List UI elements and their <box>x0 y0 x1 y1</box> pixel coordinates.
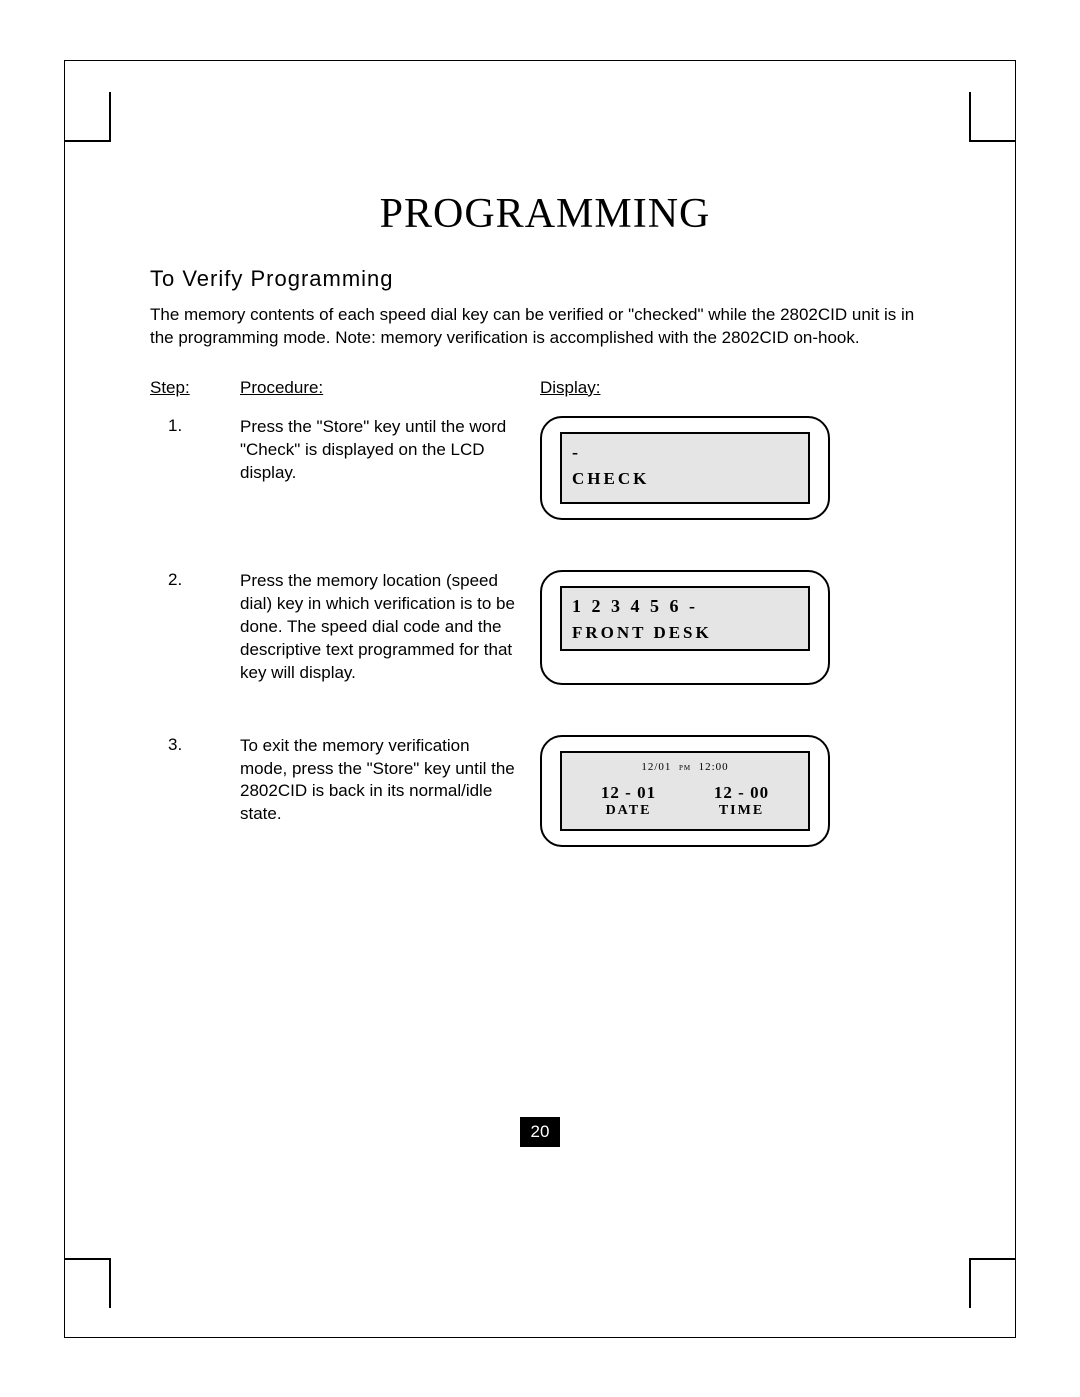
lcd-line1: - <box>572 442 798 463</box>
crop-mark <box>969 1258 1016 1260</box>
crop-mark <box>109 1258 111 1308</box>
content-area: PROGRAMMING To Verify Programming The me… <box>150 190 940 897</box>
crop-mark <box>109 92 111 142</box>
step-display: - CHECK <box>540 416 940 520</box>
step-procedure: Press the "Store" key until the word "Ch… <box>240 416 540 520</box>
lcd-top-date: 12/01 <box>641 761 671 773</box>
step-number: 1. <box>150 416 240 520</box>
phone-display: 1 2 3 4 5 6 - FRONT DESK <box>540 570 830 685</box>
lcd-top-time: 12:00 <box>699 761 729 773</box>
lcd-line2: FRONT DESK <box>572 623 798 643</box>
section-subtitle: To Verify Programming <box>150 266 940 292</box>
step-display: 1 2 3 4 5 6 - FRONT DESK <box>540 570 940 685</box>
crop-mark <box>969 140 1016 142</box>
column-headers: Step: Procedure: Display: <box>150 378 940 398</box>
step-display: 12/01 PM 12:00 12 - 01 12 - 00 DATE TIME <box>540 735 940 847</box>
step-number: 2. <box>150 570 240 685</box>
crop-mark <box>969 1258 971 1308</box>
page-number: 20 <box>520 1117 560 1147</box>
header-display: Display: <box>540 378 600 398</box>
header-procedure: Procedure: <box>240 378 540 398</box>
lcd-time-value: 12 - 00 <box>685 783 798 803</box>
step-row: 1. Press the "Store" key until the word … <box>150 416 940 520</box>
lcd-screen: - CHECK <box>560 432 810 504</box>
step-row: 2. Press the memory location (speed dial… <box>150 570 940 685</box>
page-title: PROGRAMMING <box>150 190 940 238</box>
crop-mark <box>969 92 971 142</box>
phone-display: 12/01 PM 12:00 12 - 01 12 - 00 DATE TIME <box>540 735 830 847</box>
lcd-screen: 12/01 PM 12:00 12 - 01 12 - 00 DATE TIME <box>560 751 810 831</box>
lcd-line2: CHECK <box>572 469 798 489</box>
step-number: 3. <box>150 735 240 847</box>
lcd-date-label: DATE <box>572 803 685 819</box>
lcd-time-label: TIME <box>685 803 798 819</box>
phone-display: - CHECK <box>540 416 830 520</box>
step-row: 3. To exit the memory verification mode,… <box>150 735 940 847</box>
header-step: Step: <box>150 378 240 398</box>
lcd-date-value: 12 - 01 <box>572 783 685 803</box>
lcd-top-ampm: PM <box>679 764 691 772</box>
lcd-datetime-values: 12 - 01 12 - 00 <box>572 783 798 803</box>
crop-mark <box>64 140 111 142</box>
lcd-line1: 1 2 3 4 5 6 - <box>572 596 798 617</box>
lcd-top-status: 12/01 PM 12:00 <box>572 761 798 773</box>
lcd-screen: 1 2 3 4 5 6 - FRONT DESK <box>560 586 810 651</box>
step-procedure: To exit the memory verification mode, pr… <box>240 735 540 847</box>
intro-paragraph: The memory contents of each speed dial k… <box>150 304 940 350</box>
crop-mark <box>64 1258 111 1260</box>
step-procedure: Press the memory location (speed dial) k… <box>240 570 540 685</box>
lcd-datetime-labels: DATE TIME <box>572 803 798 819</box>
